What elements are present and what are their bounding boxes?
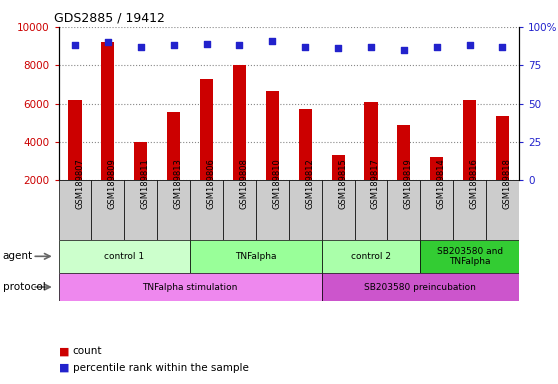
FancyBboxPatch shape <box>223 180 256 240</box>
FancyBboxPatch shape <box>124 180 157 240</box>
Point <box>498 44 507 50</box>
FancyBboxPatch shape <box>420 240 519 273</box>
Bar <box>496 116 509 219</box>
Point <box>334 45 343 51</box>
FancyBboxPatch shape <box>157 180 190 240</box>
FancyBboxPatch shape <box>387 180 420 240</box>
Text: protocol: protocol <box>3 282 46 292</box>
Text: SB203580 and
TNFalpha: SB203580 and TNFalpha <box>436 247 503 266</box>
Text: GSM189806: GSM189806 <box>206 158 215 209</box>
Bar <box>430 157 443 219</box>
Text: GSM189818: GSM189818 <box>503 158 512 209</box>
Text: GSM189812: GSM189812 <box>305 158 314 209</box>
Bar <box>331 155 345 219</box>
Point <box>70 42 79 48</box>
Text: GSM189807: GSM189807 <box>75 158 84 209</box>
Text: GSM189819: GSM189819 <box>404 158 413 209</box>
FancyBboxPatch shape <box>256 180 289 240</box>
Text: GSM189816: GSM189816 <box>470 158 479 209</box>
Text: SB203580 preincubation: SB203580 preincubation <box>364 283 476 291</box>
Bar <box>266 91 279 219</box>
Bar <box>233 65 246 219</box>
FancyBboxPatch shape <box>354 180 387 240</box>
Text: GSM189817: GSM189817 <box>371 158 380 209</box>
Text: GSM189815: GSM189815 <box>338 158 347 209</box>
Bar <box>299 109 312 219</box>
FancyBboxPatch shape <box>420 180 453 240</box>
Point <box>400 47 408 53</box>
Text: agent: agent <box>3 251 33 262</box>
Point <box>136 44 145 50</box>
Point <box>465 42 474 48</box>
Point <box>268 38 277 44</box>
FancyBboxPatch shape <box>321 180 354 240</box>
Bar <box>102 42 114 219</box>
Text: ■: ■ <box>59 346 69 356</box>
Text: TNFalpha stimulation: TNFalpha stimulation <box>142 283 238 291</box>
Text: control 2: control 2 <box>351 252 391 261</box>
Text: percentile rank within the sample: percentile rank within the sample <box>73 363 248 373</box>
Point <box>169 42 178 48</box>
Bar <box>200 79 213 219</box>
FancyBboxPatch shape <box>59 240 190 273</box>
Bar <box>69 100 81 219</box>
Text: GSM189808: GSM189808 <box>239 158 248 209</box>
Point <box>235 42 244 48</box>
FancyBboxPatch shape <box>190 180 223 240</box>
FancyBboxPatch shape <box>190 240 321 273</box>
FancyBboxPatch shape <box>289 180 321 240</box>
FancyBboxPatch shape <box>321 240 420 273</box>
Point <box>301 44 310 50</box>
Bar <box>364 102 378 219</box>
FancyBboxPatch shape <box>453 180 486 240</box>
Text: count: count <box>73 346 102 356</box>
Text: GSM189810: GSM189810 <box>272 158 281 209</box>
Point <box>432 44 441 50</box>
Text: GSM189813: GSM189813 <box>174 158 182 209</box>
Text: ■: ■ <box>59 363 69 373</box>
Point <box>367 44 376 50</box>
FancyBboxPatch shape <box>59 180 92 240</box>
Bar <box>397 125 411 219</box>
Bar <box>134 142 147 219</box>
FancyBboxPatch shape <box>59 273 321 301</box>
FancyBboxPatch shape <box>486 180 519 240</box>
Bar <box>167 112 180 219</box>
Text: TNFalpha: TNFalpha <box>235 252 277 261</box>
FancyBboxPatch shape <box>321 273 519 301</box>
Point <box>202 41 211 47</box>
Text: GSM189811: GSM189811 <box>141 158 150 209</box>
Point <box>103 39 112 45</box>
Text: control 1: control 1 <box>104 252 145 261</box>
Text: GSM189809: GSM189809 <box>108 158 117 209</box>
Bar <box>463 100 476 219</box>
FancyBboxPatch shape <box>92 180 124 240</box>
Text: GSM189814: GSM189814 <box>437 158 446 209</box>
Text: GDS2885 / 19412: GDS2885 / 19412 <box>54 11 165 24</box>
